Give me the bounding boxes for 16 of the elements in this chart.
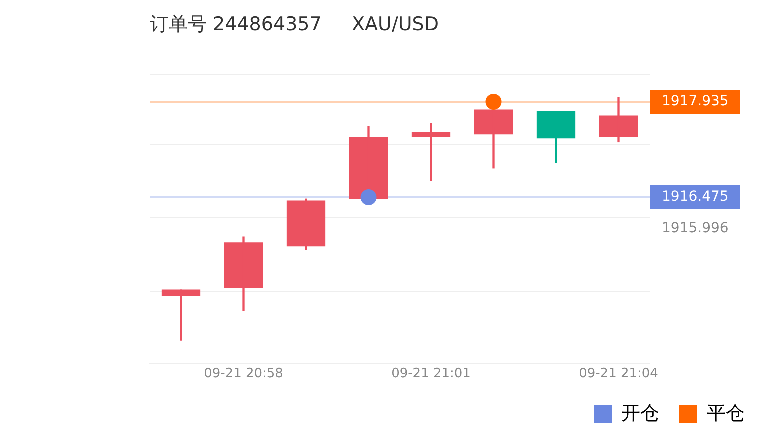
chart-title: 订单号 244864357 XAU/USD: [150, 13, 439, 36]
legend-label: 平仓: [707, 402, 745, 424]
y-tick-label: 1916.475: [662, 189, 729, 206]
candlestick: [412, 124, 451, 182]
candlestick: [224, 236, 264, 312]
y-tick-label: 1915.996: [662, 220, 729, 236]
candlestick: [474, 110, 514, 169]
x-tick-label: 09-21 21:04: [579, 366, 658, 382]
legend-label: 开仓: [622, 402, 660, 424]
candlestick: [286, 198, 326, 251]
x-tick-label: 09-21 21:01: [392, 366, 471, 382]
candlestick: [162, 290, 201, 341]
x-tick-label: 09-21 20:58: [204, 366, 284, 382]
y-tick-label: 1917.935: [662, 94, 729, 110]
candlestick: [536, 111, 576, 164]
candlestick: [599, 97, 638, 143]
